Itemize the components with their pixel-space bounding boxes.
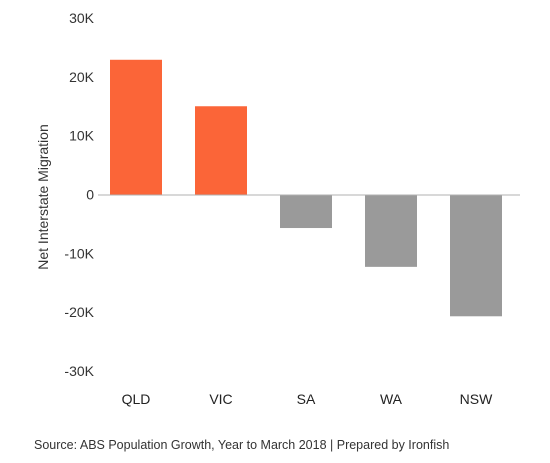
x-category-label: SA (297, 391, 316, 407)
x-category-label: WA (380, 391, 403, 407)
y-tick-label: -20K (64, 304, 94, 320)
x-category-label: QLD (122, 391, 151, 407)
y-axis-title: Net Interstate Migration (35, 124, 51, 270)
bar-wa (365, 194, 417, 267)
y-tick-label: 10K (69, 128, 95, 144)
bar-qld (110, 59, 162, 195)
bar-nsw (450, 194, 502, 317)
y-tick-label: 0 (86, 187, 94, 203)
bar-sa (280, 194, 332, 229)
y-tick-label: -30K (64, 363, 94, 379)
x-category-label: NSW (460, 391, 493, 407)
x-category-label: VIC (209, 391, 232, 407)
bar-vic (195, 106, 247, 195)
y-tick-label: 30K (69, 10, 95, 26)
y-tick-label: 20K (69, 69, 95, 85)
y-tick-label: -10K (64, 245, 94, 261)
source-note: Source: ABS Population Growth, Year to M… (34, 438, 450, 452)
